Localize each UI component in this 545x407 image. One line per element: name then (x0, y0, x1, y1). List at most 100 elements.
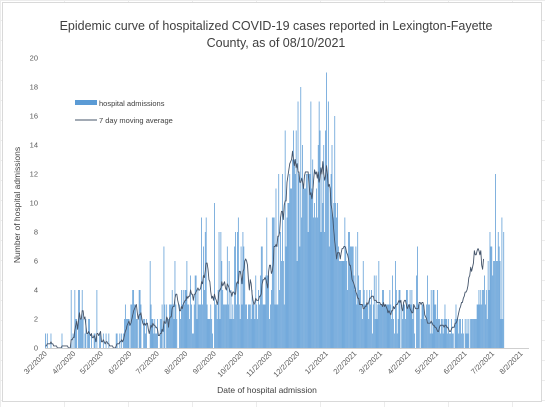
bar (500, 319, 502, 348)
bar (366, 290, 368, 348)
bar (494, 261, 495, 348)
bar (263, 304, 265, 348)
bar (133, 290, 135, 348)
bar (185, 290, 187, 348)
bar (459, 319, 461, 348)
bar (373, 275, 375, 348)
bar (468, 319, 470, 348)
bar (169, 304, 171, 348)
bar (379, 304, 381, 348)
bar (439, 319, 440, 348)
bar (431, 333, 433, 348)
bar (389, 290, 391, 348)
bar (302, 145, 303, 348)
legend[interactable]: hospital admissions 7 day moving average (75, 99, 173, 125)
bar (320, 232, 322, 348)
bar (155, 333, 157, 348)
bar (79, 290, 80, 348)
bar (261, 246, 263, 348)
bar (420, 319, 422, 348)
bar (356, 304, 358, 348)
bar (239, 319, 241, 348)
bar (171, 290, 173, 348)
bar (274, 304, 276, 348)
bar (386, 304, 388, 348)
y-tick-label: 4 (34, 286, 38, 295)
bar (414, 333, 416, 348)
bar (308, 174, 310, 348)
bar (74, 290, 76, 348)
bar (456, 319, 458, 348)
bar (82, 319, 84, 348)
bar (281, 261, 282, 348)
bar (130, 304, 132, 348)
bar (157, 319, 158, 348)
bar (409, 290, 411, 348)
bar (305, 174, 307, 348)
bar (242, 232, 244, 348)
bar (212, 333, 213, 348)
bar (350, 246, 352, 348)
bar (394, 261, 396, 348)
y-tick-label: 10 (30, 199, 38, 208)
bar (393, 319, 394, 348)
bar (465, 333, 467, 348)
bar (243, 246, 245, 348)
bar (352, 246, 354, 348)
bar (417, 246, 418, 348)
bar (481, 304, 483, 348)
bar (327, 174, 328, 348)
bar (292, 159, 293, 348)
bar (156, 333, 157, 348)
bar (93, 333, 95, 348)
bar (382, 290, 383, 348)
bar (79, 319, 81, 348)
bar (332, 217, 334, 348)
bar (385, 304, 387, 348)
bar (404, 304, 405, 348)
bar (225, 304, 226, 348)
bar (310, 101, 312, 348)
y-tick-label: 20 (30, 54, 38, 63)
bar (294, 174, 296, 348)
bar (451, 319, 452, 348)
bar (236, 304, 237, 348)
bar (293, 130, 294, 348)
bar (127, 319, 129, 348)
bar (423, 304, 425, 348)
bar (232, 304, 234, 348)
bar (128, 319, 130, 348)
bar (91, 333, 92, 348)
bar (211, 319, 213, 348)
bar (473, 319, 474, 348)
bar (219, 319, 221, 348)
bar (246, 304, 247, 348)
bar (300, 87, 302, 348)
bar (187, 304, 189, 348)
bar (457, 319, 459, 348)
bar (264, 304, 266, 348)
bar (255, 275, 257, 348)
bar (203, 246, 204, 348)
bar (450, 333, 451, 348)
bar (87, 333, 89, 348)
bar (365, 304, 367, 348)
bar (234, 246, 236, 348)
bar (416, 275, 417, 348)
legend-label-moving-average: 7 day moving average (99, 116, 173, 125)
bar (220, 232, 222, 348)
bar (81, 290, 83, 348)
bar (325, 130, 326, 348)
bar (316, 188, 317, 348)
bar (496, 261, 498, 348)
bar (422, 304, 424, 348)
chart-frame[interactable]: Epidemic curve of hospitalized COVID-19 … (2, 2, 542, 402)
bar (284, 130, 286, 348)
bar (183, 304, 185, 348)
bar (279, 290, 281, 348)
bar (427, 275, 428, 348)
bar (149, 261, 151, 348)
bar (202, 304, 203, 348)
x-tick-label: 5/2/2020 (78, 349, 105, 376)
bar (368, 319, 370, 348)
